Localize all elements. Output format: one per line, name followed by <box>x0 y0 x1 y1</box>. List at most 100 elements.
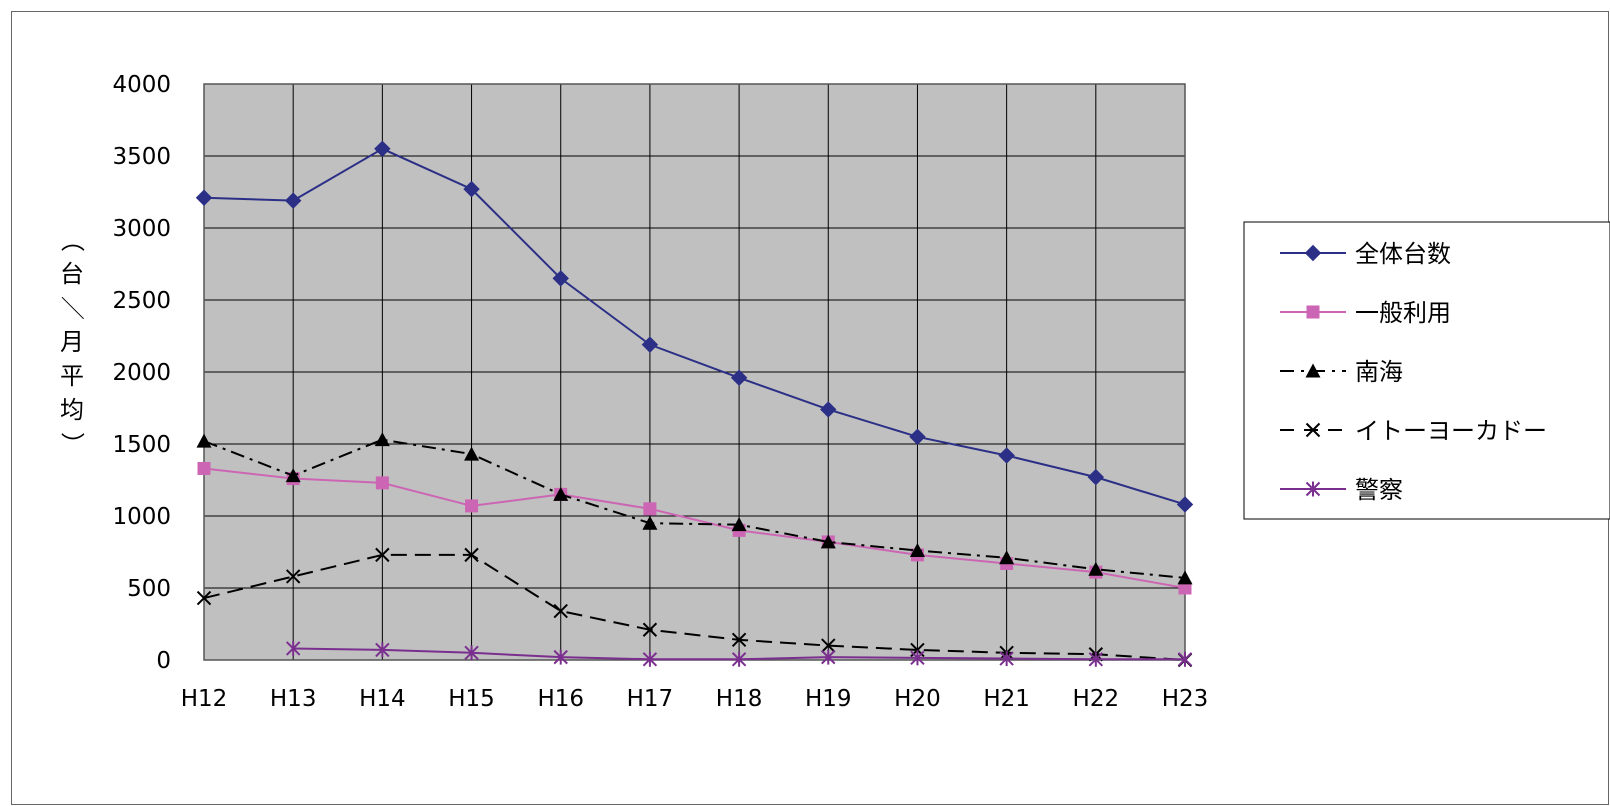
data-point-square <box>643 502 657 516</box>
data-point-triangle <box>285 468 301 483</box>
x-tick-label: H15 <box>448 686 495 712</box>
data-point-square <box>1178 581 1192 595</box>
y-tick-label: 500 <box>127 576 171 602</box>
x-tick-label: H21 <box>983 686 1030 712</box>
y-tick-label: 4000 <box>112 72 171 98</box>
data-point-triangle <box>820 534 836 549</box>
y-tick-label: 1500 <box>112 432 171 458</box>
x-tick-label: H13 <box>270 686 317 712</box>
x-marker-stroke <box>464 547 479 563</box>
data-point-x <box>553 603 568 619</box>
data-point-diamond <box>998 447 1015 464</box>
data-point-triangle <box>1305 363 1321 378</box>
y-axis-label-char: 月 <box>60 328 84 356</box>
data-point-diamond <box>1087 468 1105 486</box>
data-point-triangle <box>909 543 925 558</box>
data-point-triangle <box>1177 570 1193 585</box>
legend-label: 警察 <box>1355 476 1403 504</box>
series-line <box>203 147 1186 506</box>
x-marker-stroke <box>731 632 747 648</box>
data-point-diamond <box>820 401 837 418</box>
x-tick-label: H16 <box>537 686 584 712</box>
x-tick-label: H23 <box>1162 686 1209 712</box>
data-point-x <box>821 638 836 653</box>
y-axis-label-char: ） <box>58 432 86 456</box>
legend-label: 南海 <box>1355 358 1403 386</box>
data-point-triangle <box>731 517 747 532</box>
data-point-triangle <box>553 486 569 501</box>
legend-box <box>1243 221 1610 520</box>
y-tick-label: 0 <box>156 648 171 674</box>
data-point-diamond <box>641 336 659 353</box>
legend-label: 全体台数 <box>1355 240 1451 268</box>
data-point-square <box>465 499 479 513</box>
data-point-x <box>285 569 301 584</box>
data-point-triangle <box>464 446 480 461</box>
data-point-triangle <box>196 433 212 448</box>
data-point-diamond <box>195 189 213 206</box>
series-group <box>195 140 1194 668</box>
x-marker-stroke <box>821 638 836 653</box>
data-point-star <box>1088 651 1104 667</box>
data-point-triangle <box>374 432 390 447</box>
legend-item: 全体台数 <box>1280 240 1451 268</box>
data-point-star <box>999 651 1014 667</box>
y-axis-label: （ 台 ／ 月平均 ） <box>58 228 86 456</box>
data-point-x <box>1305 422 1321 438</box>
data-point-diamond <box>1304 244 1322 262</box>
x-marker-stroke <box>1305 422 1321 438</box>
data-point-diamond <box>463 180 480 198</box>
data-point-square <box>197 461 211 475</box>
data-point-diamond <box>374 140 391 158</box>
y-tick-label: 2000 <box>112 360 171 386</box>
data-point-triangle <box>1088 561 1104 576</box>
x-tick-label: H18 <box>716 686 763 712</box>
data-point-x <box>464 547 479 563</box>
data-point-square <box>1306 305 1320 319</box>
series-3 <box>196 432 1193 585</box>
y-tick-label: 2500 <box>112 288 171 314</box>
x-tick-label: H12 <box>181 686 228 712</box>
data-point-star <box>642 651 658 667</box>
x-tick-label: H22 <box>1073 686 1120 712</box>
data-point-star <box>1305 481 1321 497</box>
data-point-square <box>375 476 389 490</box>
data-point-star <box>285 640 301 656</box>
legend-item: 南海 <box>1280 358 1403 386</box>
x-tick-label: H14 <box>359 686 406 712</box>
series-line <box>203 553 1186 661</box>
series-line <box>203 438 1186 579</box>
data-point-star <box>1177 651 1193 667</box>
data-point-x <box>731 632 747 648</box>
y-axis-label-char: 台 <box>60 260 84 288</box>
data-point-triangle <box>642 515 658 530</box>
x-marker-stroke <box>642 622 658 637</box>
x-marker-stroke <box>285 569 301 584</box>
y-tick-label: 3500 <box>112 144 171 170</box>
y-axis-label-char: ／ <box>58 296 86 320</box>
y-tick-labels: 0 500 1000 1500 2000 2500 3000 3500 4000 <box>112 72 171 674</box>
x-tick-label: H20 <box>894 686 941 712</box>
data-point-star <box>553 649 568 665</box>
y-tick-label: 1000 <box>112 504 171 530</box>
data-point-star <box>910 650 925 666</box>
data-point-star <box>464 645 479 661</box>
x-tick-label: H19 <box>805 686 852 712</box>
data-point-x <box>196 590 212 606</box>
legend-item: 警察 <box>1280 476 1403 504</box>
legend-item: イトーヨーカドー <box>1280 417 1547 445</box>
data-point-diamond <box>909 428 926 446</box>
x-tick-label: H17 <box>627 686 674 712</box>
data-point-star <box>731 651 747 667</box>
data-point-diamond <box>284 192 302 209</box>
data-point-diamond <box>552 270 569 287</box>
y-tick-label: 3000 <box>112 216 171 242</box>
y-axis-label-char: 平 <box>60 362 84 390</box>
data-point-star <box>821 649 836 665</box>
x-marker-stroke <box>375 547 390 563</box>
y-axis-label-char: 均 <box>60 396 84 424</box>
data-point-star <box>375 642 390 658</box>
legend-label: イトーヨーカドー <box>1355 417 1547 445</box>
